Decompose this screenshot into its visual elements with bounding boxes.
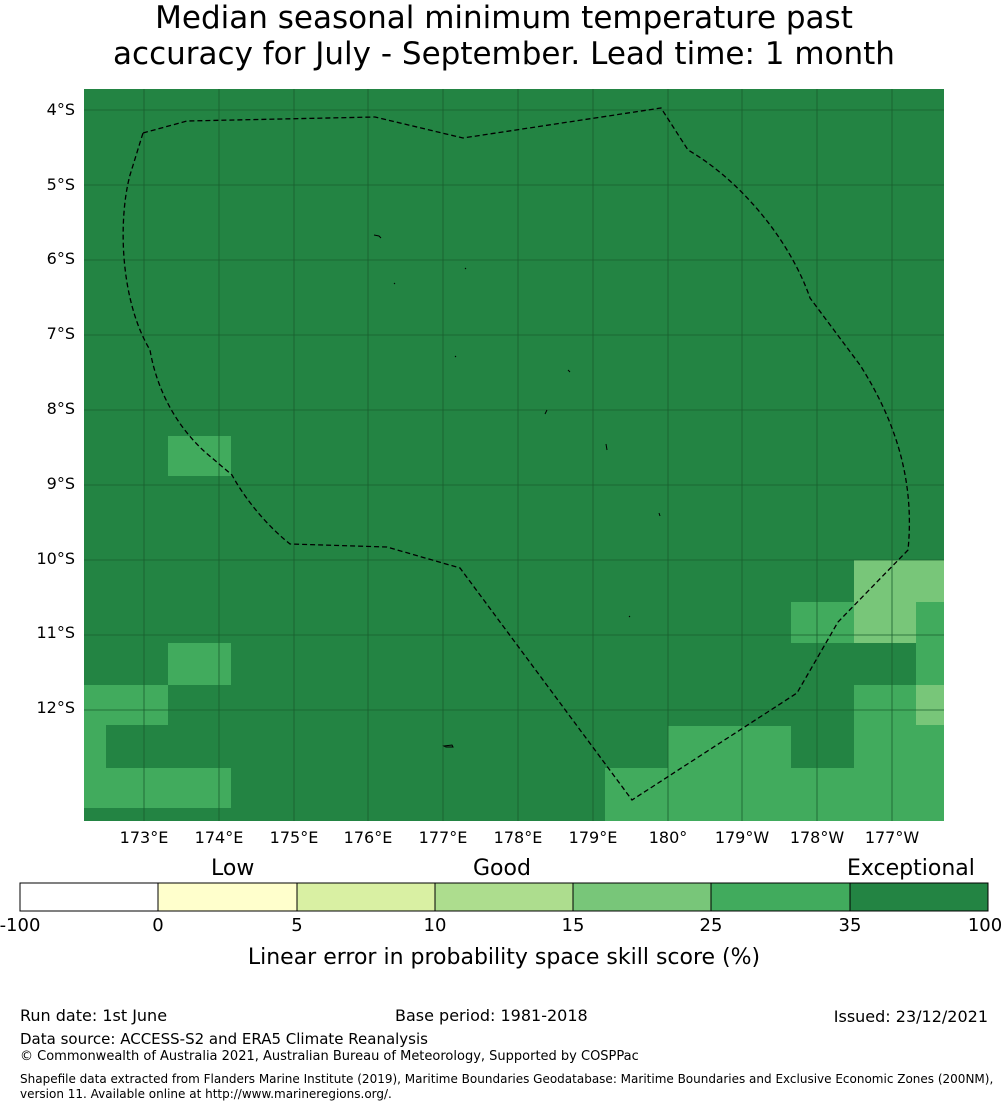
island-marker [605, 443, 608, 451]
lon-label: 178°E [493, 828, 543, 847]
colorbar-dividers [157, 883, 851, 911]
lon-label: 173°E [119, 828, 169, 847]
issued-date: Issued: 23/12/2021 [833, 1007, 988, 1026]
skill-cell [84, 725, 106, 768]
island-marker [454, 355, 457, 358]
colorbar-tick-label: -100 [0, 915, 41, 936]
lat-label: 8°S [46, 399, 75, 418]
eez-boundary [122, 107, 911, 801]
colorbar [19, 882, 989, 912]
lat-label: 7°S [46, 324, 75, 343]
category-label-exceptional: Exceptional [847, 856, 975, 881]
title-line-1: Median seasonal minimum temperature past [155, 0, 853, 36]
colorbar-tick-label: 0 [152, 915, 164, 936]
skill-cell [168, 643, 231, 685]
colorbar-tick-label: 35 [838, 915, 862, 936]
category-label-good: Good [473, 856, 531, 881]
island-marker [464, 267, 467, 270]
island-marker [373, 234, 382, 239]
lat-label: 6°S [46, 249, 75, 268]
skill-cell [791, 768, 854, 821]
colorbar-tick-label: 5 [291, 915, 303, 936]
map-panel [84, 89, 944, 821]
run-date: Run date: 1st June [20, 1006, 168, 1025]
base-period: Base period: 1981-2018 [395, 1006, 588, 1025]
category-label-low: Low [211, 856, 255, 881]
island-marker [628, 615, 631, 618]
skill-cell [605, 768, 668, 821]
skill-cell [168, 436, 231, 476]
island-marker [544, 409, 548, 415]
lat-label: 10°S [36, 549, 75, 568]
copyright-notice: © Commonwealth of Australia 2021, Austra… [20, 1049, 639, 1064]
gridlines [84, 89, 944, 821]
lat-label: 11°S [36, 623, 75, 642]
lon-label: 178°W [789, 828, 845, 847]
lon-label: 177°E [418, 828, 468, 847]
colorbar-tick-label: 100 [967, 915, 1003, 936]
lon-label: 179°E [568, 828, 618, 847]
colorbar-title: Linear error in probability space skill … [247, 945, 761, 970]
title-line-2: accuracy for July - September. Lead time… [113, 36, 895, 72]
skill-cell [84, 768, 231, 808]
island-marker [658, 512, 661, 517]
colorbar-segment [711, 883, 850, 911]
skill-cells [84, 436, 944, 821]
lat-label: 9°S [46, 474, 75, 493]
lat-label: 5°S [46, 175, 75, 194]
chart-title: Median seasonal minimum temperature past… [0, 0, 1008, 72]
skill-cell [84, 685, 168, 725]
colorbar-segment [158, 883, 297, 911]
colorbar-segment [573, 883, 711, 911]
skill-cell [916, 685, 944, 725]
data-source: Data source: ACCESS-S2 and ERA5 Climate … [20, 1030, 428, 1048]
colorbar-segment [850, 883, 988, 911]
lon-label: 180° [648, 828, 688, 847]
skill-cell [916, 602, 944, 685]
shapefile-note: Shapefile data extracted from Flanders M… [20, 1072, 994, 1101]
skill-cell [791, 602, 854, 643]
lon-label: 179°W [714, 828, 770, 847]
colorbar-outline [19, 882, 989, 912]
skill-cell [854, 602, 916, 643]
colorbar-segment [297, 883, 435, 911]
islands [373, 234, 661, 748]
colorbar-segment [435, 883, 573, 911]
lon-label: 175°E [269, 828, 319, 847]
lat-label: 12°S [36, 698, 75, 717]
island-marker [567, 369, 571, 373]
lon-label: 176°E [343, 828, 393, 847]
skill-cell [854, 560, 944, 602]
island-marker [442, 744, 454, 748]
colorbar-tick-label: 25 [699, 915, 723, 936]
lat-label: 4°S [46, 100, 75, 119]
colorbar-tick-label: 15 [561, 915, 585, 936]
colorbar-tick-label: 10 [423, 915, 447, 936]
lon-label: 177°W [864, 828, 920, 847]
island-marker [393, 282, 396, 285]
skill-cell [668, 726, 791, 821]
lon-label: 174°E [194, 828, 244, 847]
colorbar-segment [20, 883, 158, 911]
